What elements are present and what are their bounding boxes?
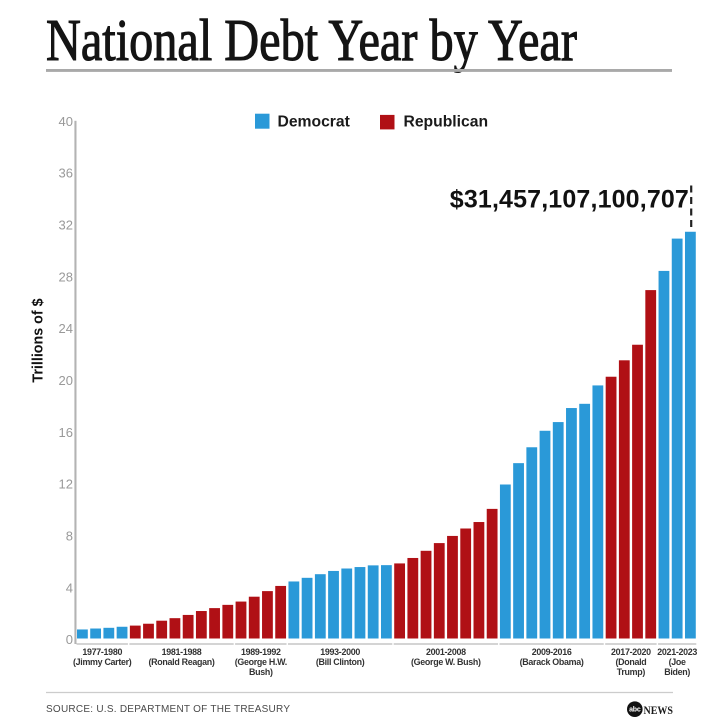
svg-text:Republican: Republican: [404, 114, 489, 131]
svg-text:1977-1980: 1977-1980: [82, 647, 122, 657]
svg-text:20: 20: [59, 373, 73, 388]
svg-text:(Jimmy Carter): (Jimmy Carter): [73, 657, 132, 667]
svg-text:2009-2016: 2009-2016: [532, 647, 572, 657]
svg-text:0: 0: [66, 632, 73, 647]
svg-text:(Joe: (Joe: [669, 657, 686, 667]
svg-text:1989-1992: 1989-1992: [241, 647, 281, 657]
svg-text:32: 32: [59, 218, 73, 233]
svg-text:$31,457,107,100,707: $31,457,107,100,707: [450, 185, 689, 213]
svg-text:(George H.W.: (George H.W.: [235, 657, 287, 667]
svg-text:Trillions of $: Trillions of $: [31, 298, 47, 382]
svg-text:(Donald: (Donald: [615, 657, 646, 667]
svg-text:1981-1988: 1981-1988: [162, 647, 202, 657]
svg-text:Trump): Trump): [617, 667, 646, 677]
svg-text:40: 40: [59, 114, 73, 129]
svg-text:National Debt Year by Year: National Debt Year by Year: [46, 7, 577, 73]
svg-text:NEWS: NEWS: [644, 703, 674, 717]
svg-text:24: 24: [59, 321, 73, 336]
svg-text:(Bill Clinton): (Bill Clinton): [316, 657, 365, 667]
svg-text:8: 8: [66, 529, 73, 544]
svg-text:Biden): Biden): [664, 667, 690, 677]
svg-text:(George W. Bush): (George W. Bush): [411, 657, 481, 667]
svg-text:SOURCE: U.S. DEPARTMENT OF THE: SOURCE: U.S. DEPARTMENT OF THE TREASURY: [46, 704, 290, 715]
svg-text:2017-2020: 2017-2020: [611, 647, 651, 657]
svg-text:12: 12: [59, 477, 73, 492]
svg-text:4: 4: [66, 580, 73, 595]
svg-text:Bush): Bush): [249, 667, 273, 677]
svg-text:2021-2023: 2021-2023: [657, 647, 697, 657]
svg-text:2001-2008: 2001-2008: [426, 647, 466, 657]
svg-text:abc: abc: [629, 706, 641, 713]
svg-text:28: 28: [59, 269, 73, 284]
svg-text:16: 16: [59, 425, 73, 440]
svg-text:1993-2000: 1993-2000: [320, 647, 360, 657]
svg-text:(Barack Obama): (Barack Obama): [520, 657, 584, 667]
svg-text:Democrat: Democrat: [278, 114, 351, 131]
svg-text:36: 36: [59, 166, 73, 181]
svg-text:(Ronald Reagan): (Ronald Reagan): [149, 657, 215, 667]
